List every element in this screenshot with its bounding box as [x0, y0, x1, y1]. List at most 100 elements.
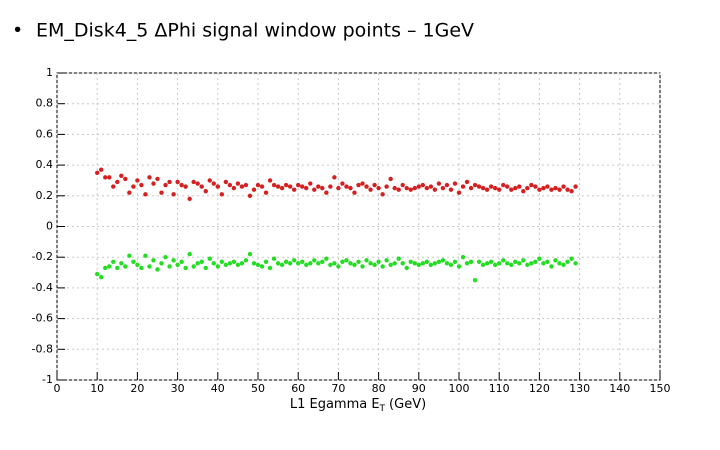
x-tick-label: 70 — [331, 382, 345, 395]
point — [456, 190, 462, 195]
point — [561, 184, 566, 189]
point — [175, 262, 180, 268]
point — [159, 261, 164, 266]
point — [115, 265, 120, 271]
point — [521, 258, 526, 263]
point — [468, 185, 474, 191]
point — [151, 181, 156, 186]
point — [497, 187, 502, 192]
point — [283, 182, 289, 188]
point — [296, 261, 301, 266]
point — [139, 182, 144, 188]
y-tick-label: -0.8 — [32, 342, 53, 355]
point — [187, 251, 192, 257]
point — [517, 184, 522, 189]
x-tick-label: 110 — [489, 382, 510, 395]
point — [247, 193, 253, 198]
point — [549, 264, 554, 269]
point — [424, 259, 430, 265]
point — [529, 261, 534, 266]
point — [324, 190, 329, 195]
point — [569, 188, 574, 194]
point — [279, 262, 285, 268]
point — [239, 261, 245, 266]
point — [99, 274, 104, 280]
y-tick-label: 1 — [46, 66, 53, 79]
point — [332, 261, 337, 266]
point — [480, 185, 486, 191]
chart-title: EM_Disk4_5 ΔPhi signal window points – 1… — [36, 20, 474, 42]
point — [476, 259, 482, 265]
point — [336, 185, 341, 191]
point — [300, 184, 305, 189]
point — [501, 182, 506, 188]
point — [155, 267, 160, 272]
point — [553, 185, 558, 191]
point — [340, 181, 345, 186]
point — [99, 167, 104, 172]
x-axis-label-suffix: (GeV) — [389, 397, 426, 412]
point — [384, 184, 389, 189]
x-tick-label: 0 — [54, 382, 61, 395]
point — [123, 176, 128, 182]
point — [360, 181, 365, 186]
point — [484, 187, 490, 192]
point — [352, 262, 357, 268]
point — [143, 192, 148, 197]
point — [476, 184, 482, 189]
point — [368, 261, 373, 266]
x-tick-label: 130 — [569, 382, 590, 395]
point — [215, 264, 220, 269]
point — [513, 185, 518, 191]
point — [336, 264, 341, 269]
point — [420, 182, 426, 188]
point — [509, 187, 514, 192]
point — [203, 265, 208, 271]
point — [384, 258, 389, 263]
y-tick-label: -0.4 — [32, 281, 53, 294]
point — [380, 264, 385, 269]
x-axis-label-subscript: T — [379, 404, 386, 414]
point — [396, 187, 401, 192]
point — [263, 190, 269, 195]
point — [344, 258, 349, 263]
point — [207, 256, 212, 261]
point — [139, 265, 144, 271]
point — [565, 187, 570, 192]
point — [111, 259, 116, 265]
x-tick-label: 20 — [130, 382, 144, 395]
y-tick-label: 0.6 — [36, 127, 54, 140]
bullet: • — [12, 20, 23, 42]
point — [316, 261, 321, 266]
point — [239, 184, 245, 189]
point — [505, 184, 510, 189]
point — [452, 181, 458, 186]
point — [533, 259, 538, 265]
y-tick-label: -1 — [42, 373, 53, 386]
point — [191, 264, 196, 269]
point — [231, 259, 237, 265]
point — [131, 259, 136, 265]
point — [308, 181, 313, 186]
point — [171, 258, 176, 263]
point — [135, 262, 140, 268]
point — [332, 175, 337, 180]
point — [464, 179, 470, 185]
point — [251, 187, 257, 192]
point — [468, 259, 474, 265]
point — [308, 261, 313, 266]
point — [472, 182, 478, 188]
point — [131, 184, 136, 189]
point — [312, 258, 317, 263]
point — [404, 265, 409, 271]
point — [408, 259, 413, 265]
point — [472, 278, 478, 283]
point — [525, 262, 530, 268]
point — [525, 185, 530, 191]
point — [103, 175, 108, 180]
point — [324, 256, 329, 261]
point — [255, 262, 261, 268]
point — [267, 178, 273, 183]
point — [360, 264, 365, 269]
